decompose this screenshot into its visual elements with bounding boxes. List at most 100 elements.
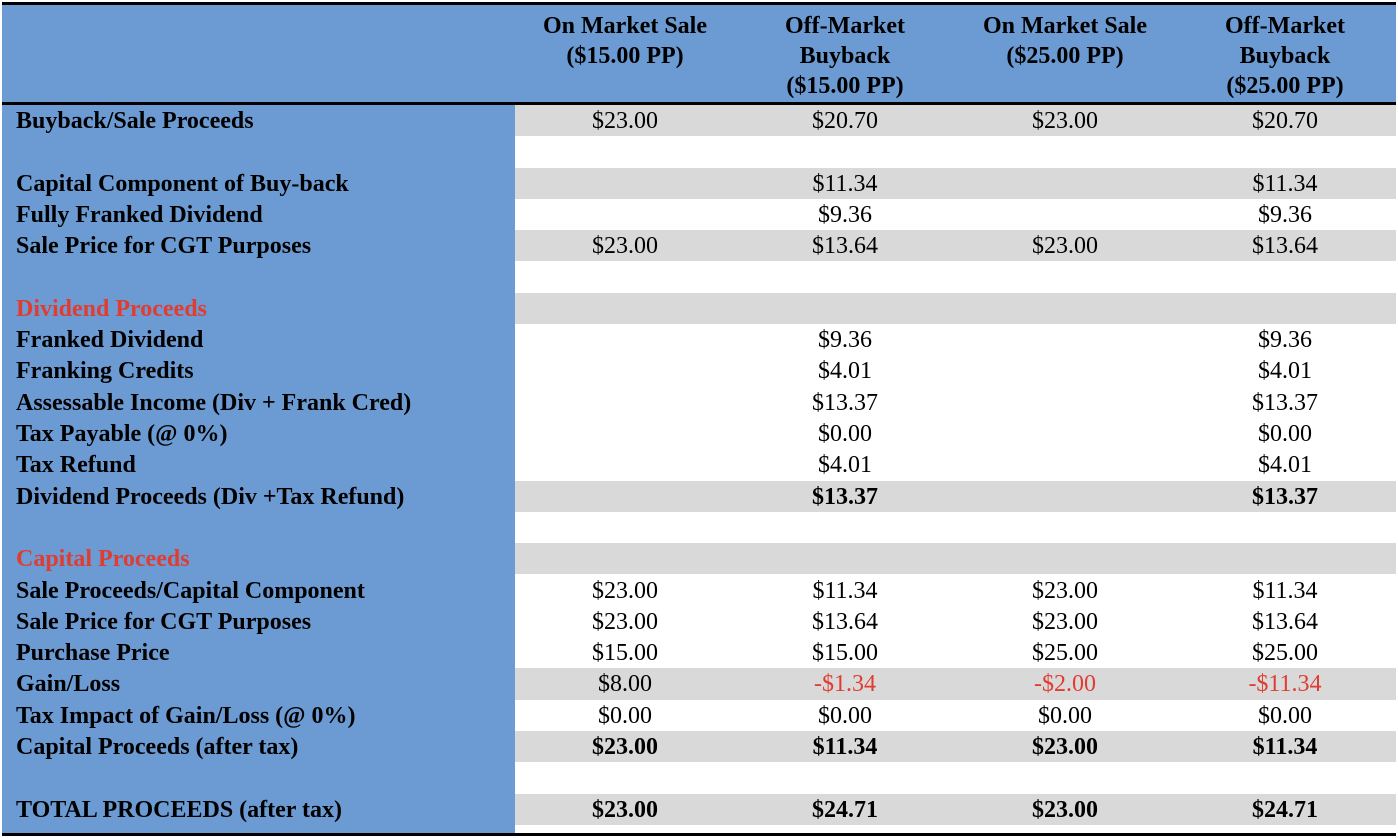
row-band bbox=[515, 731, 1396, 763]
table-row bbox=[2, 262, 1396, 293]
table-row bbox=[2, 512, 1396, 543]
table-row: Franked Dividend $9.36 $9.36 bbox=[2, 324, 1396, 355]
table-row: Capital Component of Buy-back $11.34 $11.3… bbox=[2, 167, 1396, 199]
table-row: Fully Franked Dividend $9.36 $9.36 bbox=[2, 199, 1396, 230]
table-row: Sale Price for CGT Purposes $23.00 $13.64 $… bbox=[2, 230, 1396, 262]
header-label: On Market Sale ($15.00 PP) bbox=[543, 13, 707, 69]
value-cell: $9.36 bbox=[818, 327, 872, 354]
value-cell: $24.71 bbox=[1252, 796, 1318, 823]
value-cell: $25.00 bbox=[1032, 640, 1098, 667]
header-border bbox=[2, 102, 1396, 105]
row-label: Capital Proceeds (after tax) bbox=[16, 734, 299, 760]
value-cell: $23.00 bbox=[1032, 233, 1098, 260]
table-row: Tax Impact of Gain/Loss (@ 0%) $0.00 $0.00… bbox=[2, 700, 1396, 731]
row-band bbox=[515, 262, 1396, 293]
value-cell: $23.00 bbox=[592, 734, 658, 760]
table-row: Gain/Loss $8.00 -$1.34 -$2.00 -$11.34 bbox=[2, 668, 1396, 700]
value-cell: $20.70 bbox=[1252, 108, 1318, 134]
value-cell: $13.37 bbox=[812, 389, 878, 416]
table-header: On Market Sale ($15.00 PP) Off-Market Bu… bbox=[2, 5, 1396, 102]
row-label: Gain/Loss bbox=[16, 671, 121, 698]
value-cell: $11.34 bbox=[812, 170, 878, 197]
value-cell: $9.36 bbox=[1258, 327, 1312, 354]
value-cell: $11.34 bbox=[812, 734, 878, 760]
header-on-market-25: On Market Sale ($25.00 PP) bbox=[955, 11, 1175, 71]
row-label: Sale Price for CGT Purposes bbox=[16, 233, 312, 260]
table-row: Buyback/Sale Proceeds $23.00 $20.70 $23.00 $… bbox=[2, 105, 1396, 137]
value-cell: $4.01 bbox=[818, 358, 872, 385]
value-cell: $11.34 bbox=[1252, 577, 1318, 604]
header-label: Off-Market Buyback ($25.00 PP) bbox=[1225, 13, 1345, 99]
value-cell: $11.34 bbox=[1252, 734, 1318, 760]
value-cell: -$2.00 bbox=[1034, 671, 1096, 698]
table-row: Franking Credits $4.01 $4.01 bbox=[2, 355, 1396, 386]
table-row: Capital Proceeds bbox=[2, 543, 1396, 575]
row-band bbox=[515, 167, 1396, 199]
table-row: Dividend Proceeds (Div +Tax Refund) $13.3… bbox=[2, 480, 1396, 512]
row-label: Tax Impact of Gain/Loss (@ 0%) bbox=[16, 702, 356, 729]
row-label: Purchase Price bbox=[16, 640, 170, 667]
table-row: Tax Payable (@ 0%) $0.00 $0.00 bbox=[2, 418, 1396, 449]
row-label: Capital Component of Buy-back bbox=[16, 170, 349, 197]
header-label: On Market Sale ($25.00 PP) bbox=[983, 13, 1147, 69]
row-label: Franked Dividend bbox=[16, 327, 204, 354]
table-row: Sale Price for CGT Purposes $23.00 $13.64 $… bbox=[2, 606, 1396, 637]
value-cell: $13.37 bbox=[1252, 389, 1318, 416]
value-cell: $13.64 bbox=[812, 608, 878, 635]
row-label: Tax Refund bbox=[16, 452, 136, 479]
value-cell: $0.00 bbox=[818, 702, 872, 729]
header-label: Off-Market Buyback ($15.00 PP) bbox=[785, 13, 905, 99]
value-cell: $4.01 bbox=[1258, 358, 1312, 385]
row-label: Dividend Proceeds (Div +Tax Refund) bbox=[16, 483, 405, 510]
label-column-background bbox=[2, 105, 515, 833]
value-cell: $23.00 bbox=[1032, 577, 1098, 604]
row-label: Sale Proceeds/Capital Component bbox=[16, 577, 365, 604]
table-row: Dividend Proceeds bbox=[2, 292, 1396, 325]
value-cell: $8.00 bbox=[598, 671, 652, 698]
row-label: Buyback/Sale Proceeds bbox=[16, 108, 254, 134]
section-heading: Capital Proceeds bbox=[16, 546, 190, 573]
row-band bbox=[515, 543, 1396, 575]
value-cell: $25.00 bbox=[1252, 640, 1318, 667]
value-cell: $4.01 bbox=[1258, 452, 1312, 479]
value-cell: $15.00 bbox=[592, 640, 658, 667]
value-cell: $23.00 bbox=[592, 608, 658, 635]
value-cell: $23.00 bbox=[592, 796, 658, 823]
row-band bbox=[515, 230, 1396, 262]
value-cell: $15.00 bbox=[812, 640, 878, 667]
value-cell: $13.37 bbox=[812, 483, 878, 510]
table-row: TOTAL PROCEEDS (after tax) $23.00 $24.71 $2… bbox=[2, 793, 1396, 825]
value-cell: $23.00 bbox=[592, 233, 658, 260]
row-band bbox=[515, 136, 1396, 167]
row-band bbox=[515, 292, 1396, 325]
value-cell: $11.34 bbox=[1252, 170, 1318, 197]
row-band bbox=[515, 480, 1396, 512]
value-cell: $23.00 bbox=[1032, 734, 1098, 760]
table-row bbox=[2, 136, 1396, 167]
value-cell: -$1.34 bbox=[814, 671, 876, 698]
value-cell: $4.01 bbox=[818, 452, 872, 479]
value-cell: $0.00 bbox=[1258, 702, 1312, 729]
value-cell: -$11.34 bbox=[1248, 671, 1322, 698]
value-cell: $11.34 bbox=[812, 577, 878, 604]
row-band bbox=[515, 762, 1396, 793]
row-label: Assessable Income (Div + Frank Cred) bbox=[16, 389, 412, 416]
value-cell: $0.00 bbox=[1038, 702, 1092, 729]
row-label: Tax Payable (@ 0%) bbox=[16, 421, 228, 447]
row-label: Sale Price for CGT Purposes bbox=[16, 608, 312, 635]
table-row bbox=[2, 762, 1396, 793]
value-cell: $0.00 bbox=[598, 702, 652, 729]
bottom-border bbox=[2, 833, 1396, 836]
value-cell: $9.36 bbox=[1258, 201, 1312, 228]
table-row: Tax Refund $4.01 $4.01 bbox=[2, 449, 1396, 480]
table-row: Sale Proceeds/Capital Component $23.00 $11… bbox=[2, 575, 1396, 606]
value-cell: $23.00 bbox=[592, 108, 658, 134]
row-band bbox=[515, 512, 1396, 543]
value-cell: $13.64 bbox=[1252, 608, 1318, 635]
row-band bbox=[515, 105, 1396, 137]
value-cell: $0.00 bbox=[818, 421, 872, 447]
value-cell: $13.37 bbox=[1252, 483, 1318, 510]
value-cell: $23.00 bbox=[1032, 796, 1098, 823]
value-cell: $23.00 bbox=[592, 577, 658, 604]
